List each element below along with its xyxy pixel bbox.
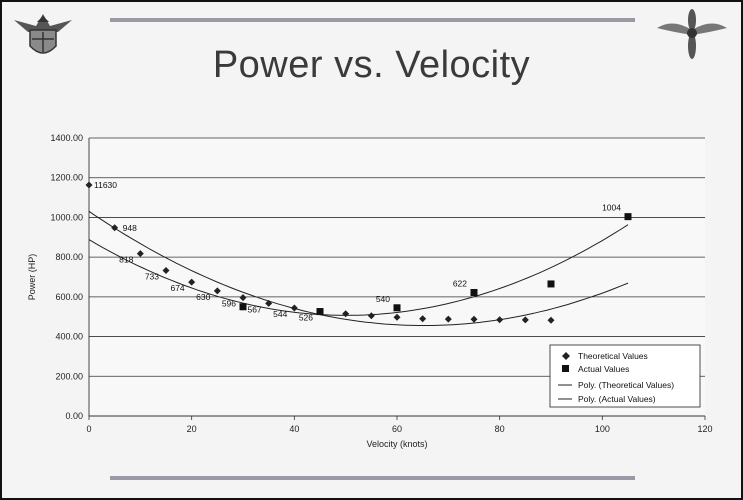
data-label: 948 xyxy=(123,223,137,233)
actual-point xyxy=(316,308,324,316)
actual-point xyxy=(239,303,247,311)
bottom-rule xyxy=(110,476,635,480)
data-label: 622 xyxy=(453,278,467,288)
legend-marker-theoretical xyxy=(562,352,570,360)
y-tick-label: 800.00 xyxy=(55,252,83,262)
theoretical-point xyxy=(521,316,529,324)
trendline-theoretical xyxy=(88,210,629,326)
y-tick-label: 1200.00 xyxy=(50,173,83,183)
data-label: 630 xyxy=(196,292,210,302)
y-axis-title: Power (HP) xyxy=(27,254,37,301)
theoretical-point xyxy=(290,304,298,312)
tick-labels: 0.00 200.00 400.00 600.00 800.00 1000.00 1200.… xyxy=(50,133,712,434)
data-label: 526 xyxy=(299,313,313,323)
theoretical-point xyxy=(188,278,196,286)
data-labels: 11630 948 818 733 674 630 596 567 544 526 540 622 10… xyxy=(94,180,621,322)
x-tick-label: 20 xyxy=(187,424,197,434)
data-label: 11630 xyxy=(94,180,117,190)
x-axis-title: Velocity (knots) xyxy=(366,439,427,449)
academy-crest-icon xyxy=(14,14,72,54)
x-tick-label: 120 xyxy=(697,424,712,434)
theoretical-point xyxy=(162,266,170,274)
data-label: 540 xyxy=(376,294,390,304)
theoretical-point xyxy=(547,316,555,324)
data-label: 567 xyxy=(247,304,261,314)
data-label: 818 xyxy=(119,255,133,265)
aviation-wings-propeller-icon xyxy=(657,9,727,59)
data-label: 733 xyxy=(145,271,159,281)
data-label: 1004 xyxy=(602,203,621,213)
data-label: 596 xyxy=(222,299,236,309)
data-label: 544 xyxy=(273,309,287,319)
y-tick-label: 200.00 xyxy=(55,371,83,381)
legend: Theoretical Values Actual Values Poly. (… xyxy=(549,344,701,408)
x-tick-label: 60 xyxy=(392,424,402,434)
legend-label-poly-actual: Poly. (Actual Values) xyxy=(578,394,656,404)
theoretical-point xyxy=(444,315,452,323)
theoretical-point xyxy=(239,294,247,302)
legend-label-theoretical: Theoretical Values xyxy=(578,351,648,361)
theoretical-point xyxy=(265,299,273,307)
theoretical-point xyxy=(496,316,504,324)
legend-marker-actual xyxy=(562,365,569,372)
y-tick-label: 1400.00 xyxy=(50,133,83,143)
data-label: 674 xyxy=(170,283,184,293)
actual-point xyxy=(393,304,401,312)
trendline-actual xyxy=(88,224,629,316)
actual-point xyxy=(624,213,632,221)
theoretical-point xyxy=(213,287,221,295)
x-tick-label: 0 xyxy=(86,424,91,434)
theoretical-point xyxy=(342,310,350,318)
actual-point xyxy=(470,288,478,296)
legend-label-actual: Actual Values xyxy=(578,364,629,374)
x-tick-label: 40 xyxy=(289,424,299,434)
y-tick-label: 600.00 xyxy=(55,292,83,302)
legend-box xyxy=(549,344,701,408)
y-tick-label: 0.00 xyxy=(65,411,83,421)
data-points xyxy=(85,181,632,324)
y-tick-label: 1000.00 xyxy=(50,212,83,222)
legend-label-poly-theoretical: Poly. (Theoretical Values) xyxy=(578,380,674,390)
x-tick-label: 100 xyxy=(595,424,610,434)
theoretical-point xyxy=(367,312,375,320)
theoretical-point xyxy=(393,313,401,321)
x-tick-label: 80 xyxy=(495,424,505,434)
theoretical-point xyxy=(85,181,93,189)
top-rule xyxy=(110,18,635,22)
theoretical-point xyxy=(470,315,478,323)
trendlines xyxy=(88,210,629,326)
theoretical-point xyxy=(136,250,144,258)
theoretical-point xyxy=(419,315,427,323)
slide-title: Power vs. Velocity xyxy=(212,44,531,86)
y-tick-label: 400.00 xyxy=(55,332,83,342)
theoretical-point xyxy=(111,224,119,232)
actual-point xyxy=(547,280,555,288)
